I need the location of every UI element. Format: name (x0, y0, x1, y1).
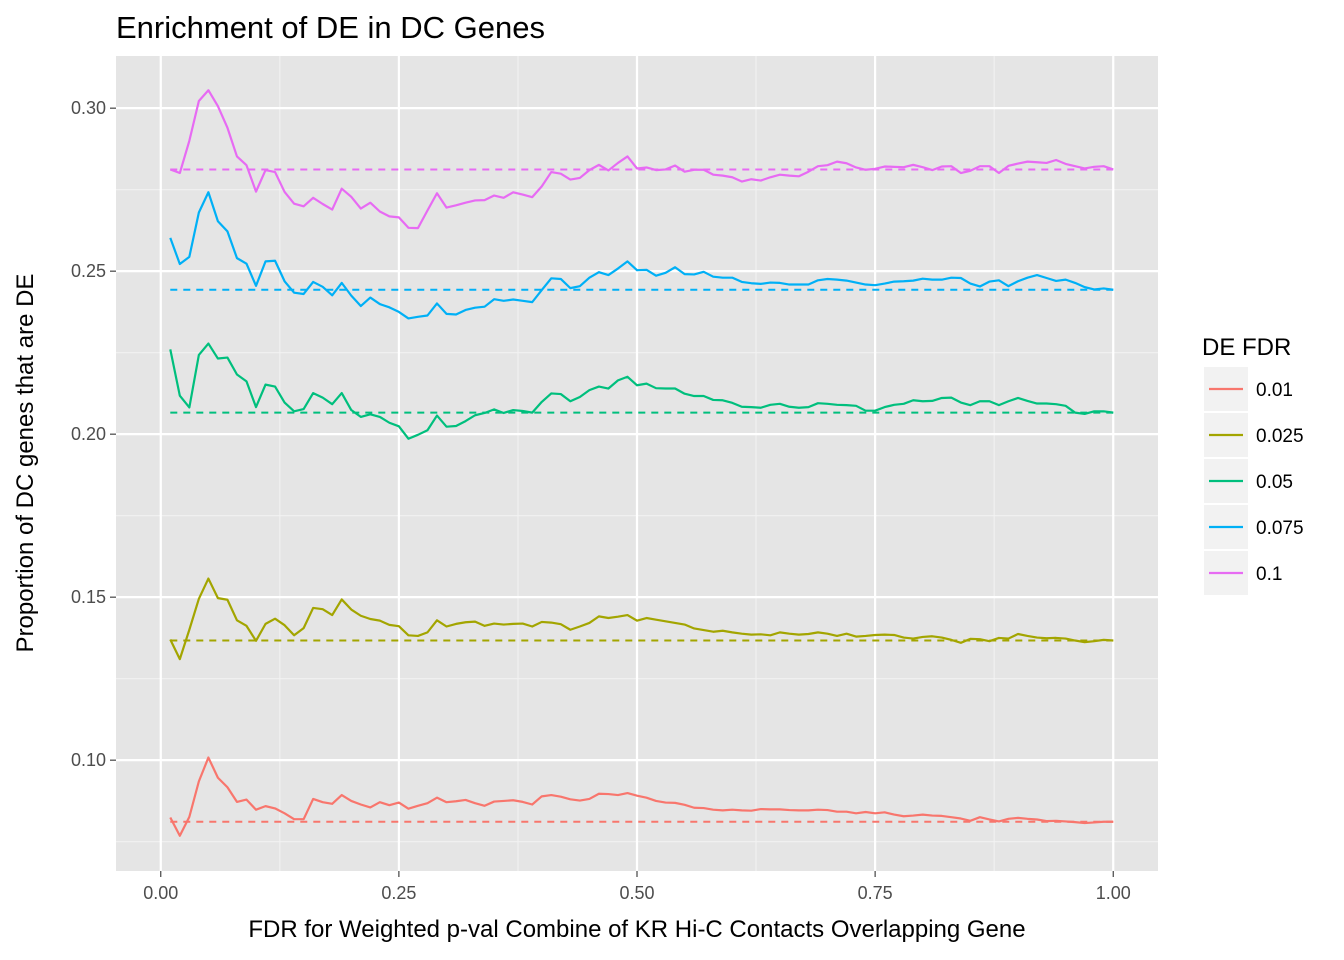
series-line-0.025 (169, 577, 1114, 661)
x-tick-label: 0.75 (858, 883, 893, 903)
series-line-0.05 (169, 342, 1114, 440)
x-tick-label: 0.00 (143, 883, 178, 903)
series-lines (169, 89, 1114, 837)
major-gridlines (116, 56, 1158, 871)
legend-item: 0.01 (1204, 367, 1293, 411)
y-tick-label: 0.20 (71, 424, 106, 444)
y-tick-label: 0.15 (71, 587, 106, 607)
x-axis-title: FDR for Weighted p-val Combine of KR Hi-… (248, 916, 1025, 943)
legend-label: 0.05 (1256, 472, 1293, 493)
legend-item: 0.075 (1204, 505, 1304, 549)
legend-item: 0.05 (1204, 459, 1293, 503)
series-line-0.075 (169, 191, 1114, 320)
y-tick-label: 0.10 (71, 750, 106, 770)
legend-title: DE FDR (1202, 334, 1291, 361)
y-tick-label: 0.30 (71, 98, 106, 118)
legend-label: 0.01 (1256, 380, 1293, 401)
legend-label: 0.075 (1256, 518, 1304, 539)
series-line-0.01 (169, 756, 1114, 837)
legend: DE FDR 0.01 0.025 0.05 0.075 0.1 (1202, 334, 1304, 595)
y-tick-label: 0.25 (71, 261, 106, 281)
y-axis: 0.10 0.15 0.20 0.25 0.30 (71, 98, 116, 770)
x-axis: 0.00 0.25 0.50 0.75 1.00 (143, 871, 1131, 903)
y-axis-title: Proportion of DC genes that are DE (12, 274, 39, 653)
x-tick-label: 0.50 (619, 883, 654, 903)
legend-label: 0.1 (1256, 564, 1282, 585)
x-tick-label: 0.25 (381, 883, 416, 903)
legend-item: 0.1 (1204, 551, 1282, 595)
chart-title: Enrichment of DE in DC Genes (116, 10, 545, 45)
x-tick-label: 1.00 (1096, 883, 1131, 903)
legend-label: 0.025 (1256, 426, 1304, 447)
series-line-0.1 (169, 89, 1114, 230)
legend-item: 0.025 (1204, 413, 1304, 457)
